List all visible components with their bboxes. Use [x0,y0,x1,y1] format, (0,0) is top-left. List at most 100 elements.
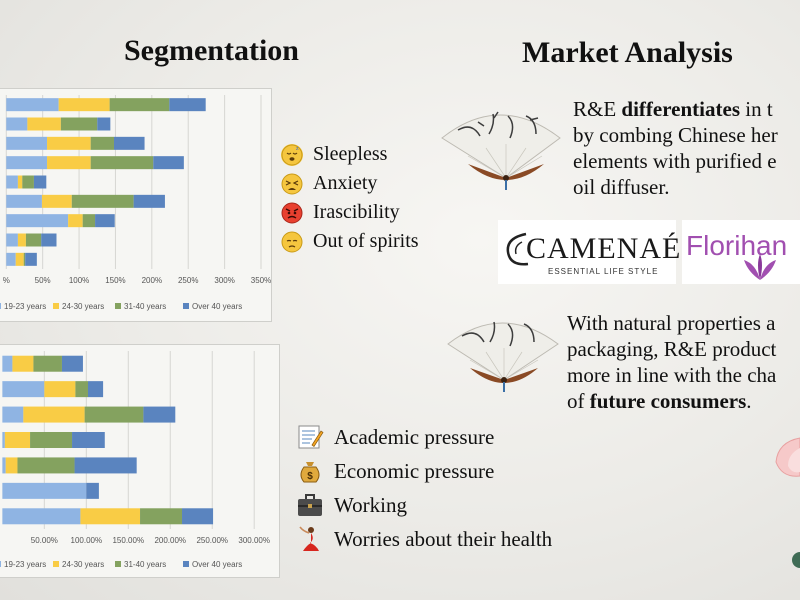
text-line: more in line with the cha [567,363,777,387]
pressure-label: Working [334,492,407,517]
bar-segment [30,432,73,448]
bar-segment [4,432,31,448]
bar-segment [82,214,96,228]
bar-segment [6,117,28,131]
bar-segment [5,457,18,474]
x-tick-label: % [3,276,10,285]
legend-swatch [0,303,1,309]
sleepy-face-icon: z [281,143,303,166]
bar-segment [6,233,18,247]
market-paragraph-differentiation: R&E differentiates in t by combing Chine… [573,96,778,200]
pressure-list: Academic pressure $ Economic pressure Wo… [296,420,552,556]
bar-segment [2,432,5,448]
x-tick-label: 200.00% [154,536,186,545]
bar-segment [6,214,69,228]
bar-segment [87,381,104,398]
list-item: Working [296,488,552,522]
text-line: With natural properties a [567,311,776,335]
bar-segment [169,98,206,112]
bar-segment [109,98,170,112]
bar-segment [12,355,34,372]
list-item: Anxiety [281,169,419,198]
legend-swatch [183,561,189,567]
chinese-fan-illustration [447,321,559,392]
bar-segment [84,406,144,423]
camenae-logo: CAMENAÉ ESSENTIAL LIFE STYLE [498,220,680,284]
bar-segment [33,175,47,189]
list-item: Irascibility [281,198,419,227]
bar-segment [113,136,145,150]
legend-swatch [0,561,1,567]
bar-segment [17,175,23,189]
symptom-list: z Sleepless Anxiety Irascibility Out of … [281,140,419,256]
bar-segment [68,214,83,228]
bar-segment [182,508,214,525]
bar-segment [90,136,114,150]
bar-segment [2,381,45,398]
age-pressure-chart-svg: 50.00% 100.00% 150.00% 200.00% 250.00% 300.00… [0,351,270,569]
bar-segment [72,432,105,448]
bar-segment [2,508,81,525]
bar-segment [25,233,42,247]
lotus-decoration-icon [775,437,800,477]
florihana-brand-name: Florihan [686,230,788,261]
bar-segment [133,194,165,208]
list-item: Worries about their health [296,522,552,556]
bar-segment [90,156,154,170]
briefcase-icon [296,491,324,519]
camenae-emblem-icon [506,232,529,266]
bar-segment [33,355,62,372]
list-item: Out of spirits [281,227,419,256]
svg-text:$: $ [307,471,313,482]
bar-segment [143,406,176,423]
bar-segment [86,482,99,499]
legend-swatch [53,303,59,309]
bar-segment [25,252,37,266]
legend-swatch [115,561,121,567]
list-item: Academic pressure [296,420,552,454]
x-tick-label: 100% [69,276,89,285]
bar-segment [74,457,137,474]
x-tick-label: 200% [142,276,162,285]
bar-segment [41,194,72,208]
symptom-label: Sleepless [313,143,388,165]
legend-swatch [115,303,121,309]
angry-face-icon [281,202,303,224]
legend-swatch [183,303,189,309]
text-line: packaging, R&E product [567,337,777,361]
bar-segment [75,381,88,398]
legend-label: 24-30 years [62,560,104,569]
legend-label: 24-30 years [62,302,104,311]
text-line: by combing Chinese her [573,123,778,147]
bar-segment [2,482,87,499]
bar-segment [58,98,110,112]
age-pressure-chart: 50.00% 100.00% 150.00% 200.00% 250.00% 300.00… [0,344,280,578]
bar-segment [71,194,134,208]
pressure-label: Economic pressure [334,458,495,483]
text-segment: in t [740,97,773,121]
highlight-text: differentiates [621,97,740,121]
bar-segment [6,252,16,266]
money-bag-icon: $ [296,457,324,485]
bar-segment [6,194,42,208]
symptom-label: Out of spirits [313,230,419,252]
list-item: $ Economic pressure [296,454,552,488]
legend-label: 19-23 years [4,560,46,569]
pressure-label: Worries about their health [334,526,553,551]
legend-label: 31-40 years [124,302,166,311]
memo-icon [296,423,324,451]
bar-segment [80,508,141,525]
legend-label: 31-40 years [124,560,166,569]
bar-segment [140,508,183,525]
bar-segment [6,136,48,150]
market-paragraph-future-consumers: With natural properties a packaging, R&E… [567,310,776,414]
bar-segment [44,381,76,398]
x-tick-label: 300.00% [238,536,270,545]
bar-segment [47,156,91,170]
list-item: z Sleepless [281,140,419,169]
symptom-label: Anxiety [313,172,378,194]
lotus-flower-icon [744,254,776,280]
pressure-label: Academic pressure [334,424,495,449]
highlight-text: future consumers [589,389,747,413]
x-tick-label: 150% [105,276,125,285]
